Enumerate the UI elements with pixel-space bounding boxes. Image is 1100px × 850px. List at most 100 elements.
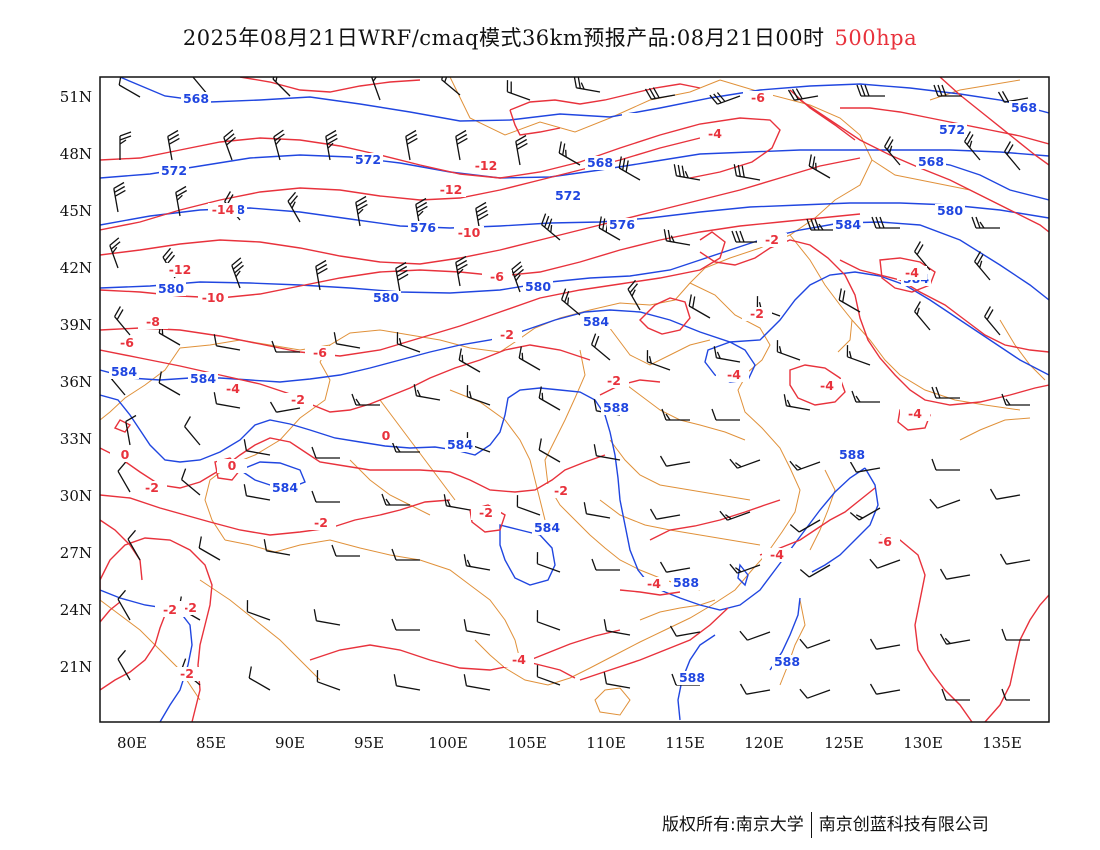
wind-barb [458, 348, 481, 373]
temperature-contour-label: -2 [765, 232, 779, 247]
temperature-contour-label: -4 [647, 576, 661, 591]
label-background [305, 346, 335, 360]
temperature-contour-label: -4 [512, 652, 526, 667]
wind-barb [443, 494, 471, 511]
temperature-contour-line [469, 504, 506, 533]
label-background [353, 153, 383, 167]
wind-barb [939, 568, 971, 580]
height-contour-line [664, 467, 866, 611]
footer: 版权所有:南京大学 南京创蓝科技有限公司 [662, 810, 989, 838]
label-background [156, 282, 186, 296]
label-background [553, 189, 583, 203]
label-background [208, 203, 238, 217]
label-background [622, 113, 652, 127]
label-background [492, 328, 522, 342]
wind-barb [198, 536, 221, 561]
boundary-line [959, 417, 1031, 441]
label-background [700, 127, 730, 141]
wind-barb [167, 129, 180, 161]
label-background [671, 576, 701, 590]
wind-barb [914, 301, 931, 331]
boundary-lines [100, 77, 1046, 716]
wind-barb [776, 340, 801, 361]
wind-barb [213, 334, 241, 351]
x-tick-label: 105E [507, 734, 547, 752]
wind-barb [644, 87, 676, 100]
wind-barb [971, 216, 1000, 229]
temperature-contour-line [839, 259, 1049, 353]
temperature-contour-label: -4 [770, 547, 784, 562]
height-contour-line [100, 271, 1049, 383]
wind-barb [395, 261, 409, 293]
label-background [916, 155, 946, 169]
wind-barb [114, 306, 131, 336]
boundary-line [499, 79, 873, 353]
wind-barb [731, 230, 760, 243]
wind-barb [393, 674, 421, 691]
wind-barb [118, 77, 141, 98]
temperature-contour-line [879, 534, 973, 722]
wind-barb [856, 84, 885, 97]
label-background [112, 336, 142, 350]
boundary-line [544, 349, 701, 591]
wind-barb [125, 414, 137, 446]
temperature-contour-label: -2 [180, 666, 194, 681]
height-contour-label: 572 [555, 188, 581, 203]
temperature-contour-line [599, 379, 661, 396]
wind-barb [997, 90, 1029, 103]
temperature-contour-label: -2 [314, 515, 328, 530]
x-tick-label: 130E [903, 734, 943, 752]
wind-barb [1001, 688, 1030, 701]
wind-barb [931, 458, 960, 471]
wind-barb [213, 392, 241, 409]
temperature-contour-label: -4 [226, 381, 240, 396]
temperature-contour-line [100, 437, 606, 493]
label-background [585, 156, 615, 170]
height-contour-label: 588 [839, 447, 865, 462]
wind-barb [964, 131, 981, 161]
wind-barb [719, 510, 751, 521]
height-contour-label: 584 [111, 364, 137, 379]
height-contour-label: 588 [774, 654, 800, 669]
temperature-contour-label: -6 [751, 90, 765, 105]
wind-barb [869, 683, 901, 695]
y-tick-label: 42N [60, 259, 92, 277]
temperature-contour-line [100, 231, 726, 357]
height-contour-label: 584 [190, 371, 216, 386]
wind-barb [846, 345, 871, 366]
wind-barb [849, 507, 881, 521]
label-background [935, 204, 965, 218]
wind-barb [273, 129, 285, 161]
wind-barb [590, 333, 611, 361]
wind-barb [538, 438, 561, 463]
wind-barb [127, 529, 141, 561]
height-contour-line [100, 202, 1049, 229]
wind-barb [871, 216, 900, 229]
label-background [1009, 101, 1039, 115]
height-contour-line [100, 149, 1049, 179]
height-contour-label: 584 [534, 520, 560, 535]
height-contour-label: 580 [937, 203, 963, 218]
wind-barb [192, 77, 209, 96]
wind-barb [646, 350, 671, 371]
temperature-contour-label: -2 [554, 483, 568, 498]
label-background [833, 218, 863, 232]
wind-barb [941, 688, 970, 701]
height-contour-label: 568 [183, 91, 209, 106]
height-contour-line [737, 563, 749, 587]
wind-barb [536, 665, 561, 686]
footer-divider [810, 812, 812, 838]
label-background [109, 365, 139, 379]
temperature-contour-line [100, 519, 143, 581]
wind-barb [515, 134, 528, 166]
height-contour-label: 580 [373, 290, 399, 305]
wind-barb [989, 488, 1021, 500]
boundary-line [789, 234, 853, 353]
wind-barb [371, 77, 381, 101]
temperature-contour-label: -6 [313, 345, 327, 360]
wind-barb [851, 390, 880, 403]
temperature-contour-label: 0 [382, 428, 391, 443]
height-contour-label: 576 [609, 217, 635, 232]
temperature-contour-line [100, 117, 781, 179]
wind-barb [466, 385, 491, 406]
